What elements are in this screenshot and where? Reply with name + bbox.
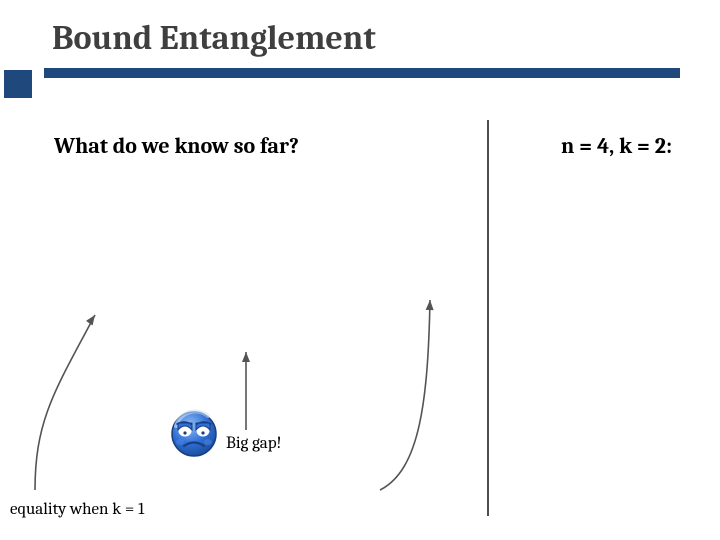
equality-label: equality when k = 1 xyxy=(10,500,144,519)
big-gap-label: Big gap! xyxy=(226,434,281,453)
middle-arrow xyxy=(242,352,250,430)
right-arrow xyxy=(380,300,434,490)
arrows-svg xyxy=(0,0,720,540)
sad-face-icon xyxy=(168,406,220,458)
left-arrow xyxy=(35,313,98,490)
